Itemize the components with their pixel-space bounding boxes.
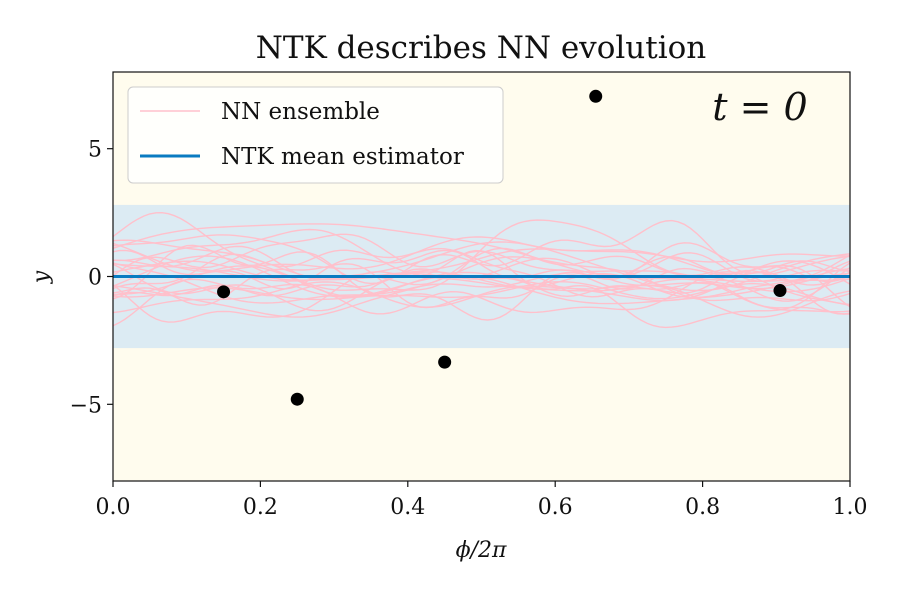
x-tick-label: 0.6 — [538, 495, 573, 520]
x-tick-label: 0.2 — [243, 495, 278, 520]
data-point — [217, 285, 231, 299]
legend-box — [127, 86, 504, 184]
nn-ensemble-line — [112, 219, 851, 285]
nn-ensemble-line — [112, 233, 851, 282]
x-tick-label: 0.8 — [685, 495, 720, 520]
data-points — [217, 89, 787, 406]
nn-ensemble-line — [112, 256, 851, 318]
y-tick-label: 0 — [88, 266, 102, 291]
y-axis-ticks: −5 0 5 — [70, 138, 113, 418]
y-tick-label: 5 — [88, 138, 102, 163]
nn-ensemble-line — [112, 211, 851, 302]
legend-label-nn-ensemble: NN ensemble — [221, 99, 380, 125]
nn-ensemble-line — [112, 249, 851, 290]
nn-ensemble-line — [112, 260, 851, 302]
y-axis-label: y — [29, 270, 54, 284]
nn-ensemble-line — [112, 228, 851, 299]
y-tick-label: −5 — [70, 393, 102, 418]
x-tick-label: 1.0 — [833, 495, 868, 520]
data-point — [290, 392, 304, 406]
legend: NN ensemble NTK mean estimator — [127, 86, 504, 184]
data-point — [589, 89, 603, 103]
nn-ensemble-line — [112, 242, 851, 321]
x-axis-ticks: 0.0 0.2 0.4 0.6 0.8 1.0 — [96, 481, 868, 520]
chart-title: NTK describes NN evolution — [256, 30, 707, 66]
x-tick-label: 0.0 — [96, 495, 131, 520]
time-annotation: t = 0 — [712, 85, 807, 129]
nn-ensemble-line — [112, 262, 851, 313]
x-tick-label: 0.4 — [390, 495, 425, 520]
data-point — [773, 284, 787, 298]
x-axis-label: ϕ/2π — [456, 538, 507, 563]
legend-label-ntk-mean: NTK mean estimator — [221, 144, 464, 170]
data-point — [438, 355, 452, 369]
